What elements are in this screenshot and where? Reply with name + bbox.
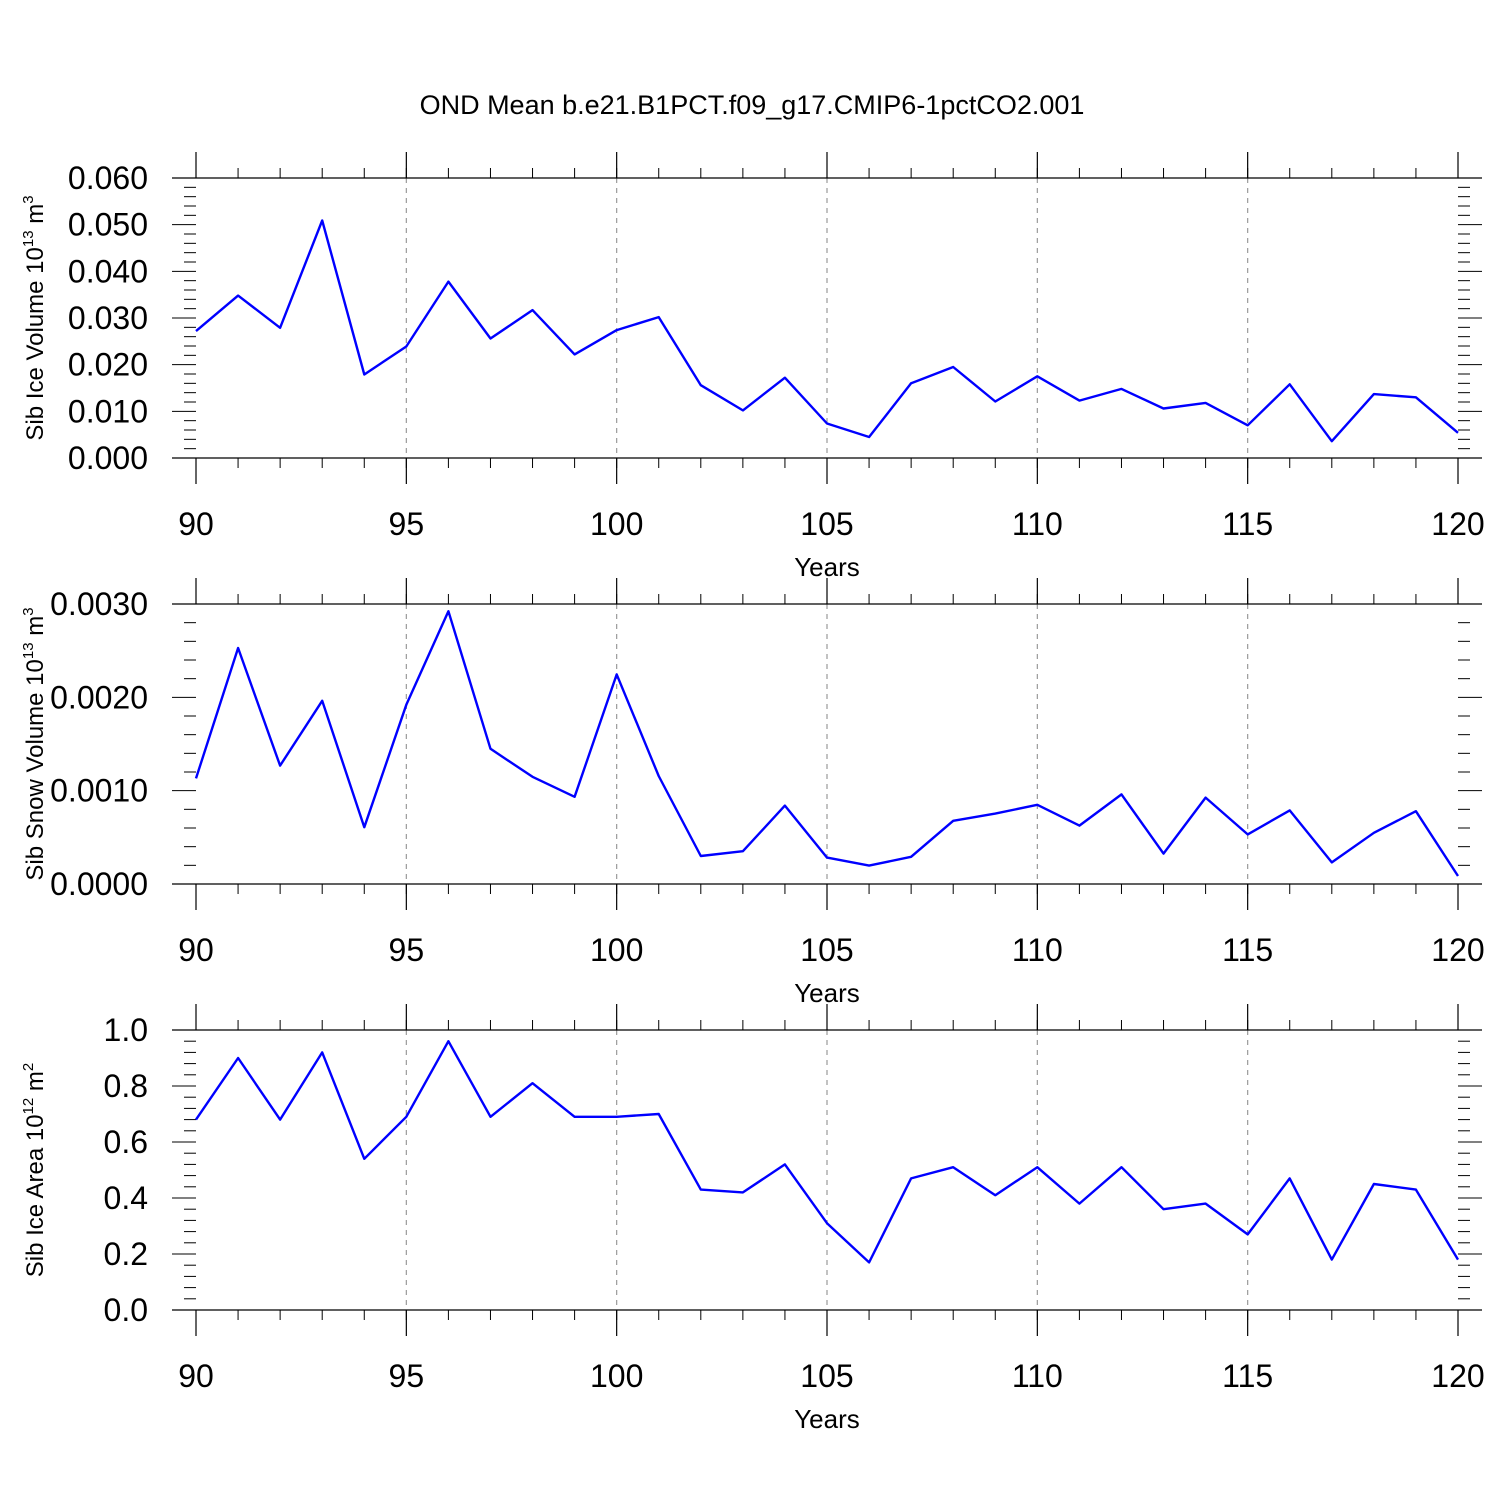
y-axis-label: Sib Ice Area 1012 m2: [20, 1063, 49, 1277]
y-tick-label: 0.040: [68, 253, 148, 289]
y-tick-label: 0.2: [104, 1236, 148, 1272]
y-axis-label: Sib Snow Volume 1013 m3: [20, 607, 49, 880]
x-tick-label: 90: [178, 932, 214, 968]
y-tick-label: 0.0000: [50, 866, 148, 902]
x-tick-label: 120: [1431, 932, 1484, 968]
x-tick-label: 100: [590, 1358, 643, 1394]
y-tick-label: 0.050: [68, 207, 148, 243]
x-tick-label: 115: [1222, 1358, 1273, 1394]
panel-3: 90 95 100 105 110 115 120 0.0 0.2 0.4 0.6 0.8 1.0 Yea…: [20, 1004, 1485, 1434]
series-line: [195, 1039, 1460, 1264]
y-tick-label: 0.0: [104, 1292, 148, 1328]
x-axis-label: Years: [794, 1404, 860, 1434]
x-tick-label: 95: [389, 932, 425, 968]
figure-title: OND Mean b.e21.B1PCT.f09_g17.CMIP6-1pctC…: [420, 90, 1085, 120]
x-axis-label: Years: [794, 552, 860, 582]
x-tick-label: 120: [1431, 1358, 1484, 1394]
y-tick-label: 0.0020: [50, 679, 148, 715]
x-tick-label: 110: [1012, 932, 1063, 968]
x-tick-label: 110: [1012, 1358, 1063, 1394]
y-tick-label: 0.060: [68, 160, 148, 196]
x-tick-label: 100: [590, 932, 643, 968]
x-tick-label: 115: [1222, 932, 1273, 968]
y-tick-label: 0.020: [68, 347, 148, 383]
panel-2: 90 95 100 105 110 115 120 0.0000 0.0010 0.0020 0.0…: [20, 578, 1485, 1008]
x-tick-label: 105: [800, 506, 853, 542]
x-tick-label: 115: [1222, 506, 1273, 542]
x-axis-label: Years: [794, 978, 860, 1008]
y-tick-label: 0.6: [104, 1124, 148, 1160]
y-tick-label: 0.0030: [50, 586, 148, 622]
x-tick-label: 95: [389, 506, 425, 542]
x-tick-label: 110: [1012, 506, 1063, 542]
y-tick-label: 0.4: [104, 1180, 148, 1216]
y-tick-label: 0.030: [68, 300, 148, 336]
y-tick-label: 0.010: [68, 393, 148, 429]
x-tick-label: 90: [178, 506, 214, 542]
series-line: [194, 610, 1460, 877]
x-tick-label: 95: [389, 1358, 425, 1394]
panels: 90 95 100 105 110 115 120 0.000 0.010 0.020 0.030 0…: [20, 152, 1485, 1434]
y-tick-label: 0.000: [68, 440, 148, 476]
y-tick-label: 0.8: [104, 1068, 148, 1104]
y-tick-label: 1.0: [104, 1012, 148, 1048]
x-tick-label: 100: [590, 506, 643, 542]
y-tick-label: 0.0010: [50, 773, 148, 809]
x-tick-label: 105: [800, 932, 853, 968]
series-line: [195, 219, 1459, 443]
x-tick-label: 105: [800, 1358, 853, 1394]
x-tick-label: 90: [178, 1358, 214, 1394]
x-tick-label: 120: [1431, 506, 1484, 542]
panel-1: 90 95 100 105 110 115 120 0.000 0.010 0.020 0.030 0…: [20, 152, 1485, 582]
y-axis-label: Sib Ice Volume 1013 m3: [20, 195, 49, 440]
